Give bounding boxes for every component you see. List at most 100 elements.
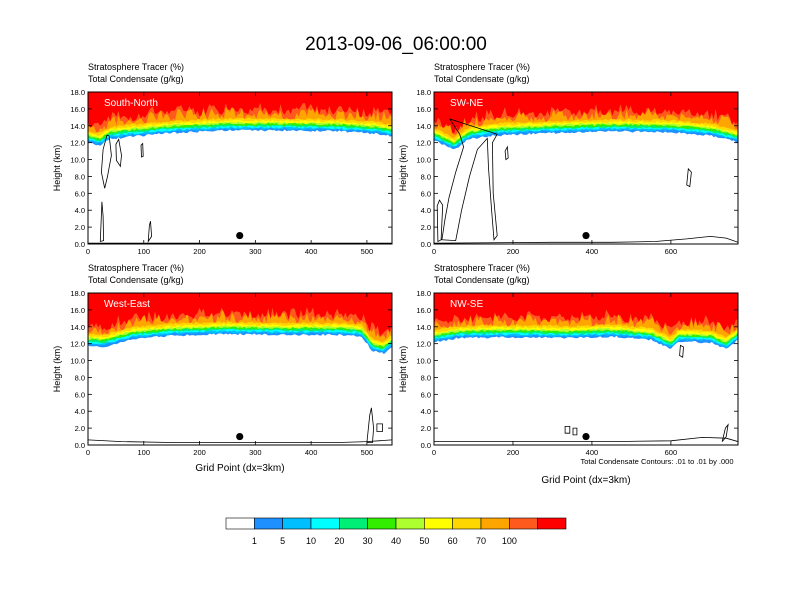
location-marker <box>236 231 244 240</box>
y-tick-label: 12.0 <box>416 340 431 349</box>
x-tick-label: 400 <box>305 448 318 457</box>
tracer-band-11 <box>434 293 738 331</box>
terrain-line <box>434 436 738 442</box>
x-tick-label: 200 <box>507 247 520 256</box>
y-tick-label: 0.0 <box>421 441 431 450</box>
x-tick-label: 0 <box>86 448 90 457</box>
y-tick-label: 6.0 <box>75 390 85 399</box>
colorbar-label: 1 <box>252 536 257 546</box>
panel-label: South-North <box>104 98 158 109</box>
y-tick-label: 4.0 <box>75 206 85 215</box>
contour-note: Total Condensate Contours: .01 to .01 by… <box>580 457 733 466</box>
location-marker <box>236 432 244 441</box>
y-tick-label: 6.0 <box>75 189 85 198</box>
y-tick-label: 8.0 <box>75 172 85 181</box>
tracer-field <box>434 92 738 244</box>
colorbar-label: 60 <box>448 536 458 546</box>
y-tick-label: 12.0 <box>70 139 85 148</box>
colorbar-swatch <box>480 517 510 530</box>
colorbar-label: 100 <box>502 536 517 546</box>
colorbar-swatch <box>254 517 283 530</box>
colorbar-label: 50 <box>419 536 429 546</box>
tracer-field <box>88 293 392 445</box>
plot-frame <box>433 292 739 446</box>
colorbar-swatch <box>367 517 397 530</box>
y-tick-label: 4.0 <box>75 407 85 416</box>
colorbar-label: 40 <box>391 536 401 546</box>
condensate-contour <box>376 423 383 432</box>
condensate-contour <box>564 426 571 434</box>
y-tick-label: 18.0 <box>416 88 431 97</box>
y-tick-label: 16.0 <box>70 105 85 114</box>
condensate-contour <box>115 138 122 168</box>
x-tick-label: 200 <box>193 247 206 256</box>
condensate-contour <box>436 199 444 243</box>
y-tick-label: 8.0 <box>421 172 431 181</box>
condensate-contour <box>504 145 509 161</box>
y-tick-label: 10.0 <box>416 156 431 165</box>
y-tick-label: 6.0 <box>421 189 431 198</box>
x-tick-label: 500 <box>361 448 374 457</box>
y-tick-label: 8.0 <box>75 373 85 382</box>
panels: Stratosphere Tracer (%) Total Condensate … <box>52 62 739 486</box>
x-tick-label: 100 <box>138 247 151 256</box>
plot-frame <box>87 91 393 245</box>
tracer-band-11 <box>88 293 392 337</box>
y-tick-label: 2.0 <box>421 223 431 232</box>
colorbar-label: 30 <box>363 536 373 546</box>
x-tick-label: 0 <box>432 448 436 457</box>
panel-title-condensate: Total Condensate (g/kg) <box>434 275 530 285</box>
y-tick-label: 16.0 <box>416 306 431 315</box>
x-tick-label: 300 <box>249 247 262 256</box>
y-tick-label: 0.0 <box>75 240 85 249</box>
y-tick-label: 16.0 <box>416 105 431 114</box>
condensate-contour <box>100 134 112 189</box>
colorbar-swatch <box>452 517 482 530</box>
panel-label: West-East <box>104 299 150 310</box>
panel-title-tracer: Stratosphere Tracer (%) <box>88 263 184 273</box>
condensate-contour <box>572 427 578 436</box>
x-tick-label: 0 <box>432 247 436 256</box>
y-axis-label: Height (km) <box>52 346 62 393</box>
colorbar-label: 5 <box>280 536 285 546</box>
y-tick-label: 6.0 <box>421 390 431 399</box>
colorbar-label: 10 <box>306 536 316 546</box>
x-tick-label: 600 <box>665 247 678 256</box>
colorbar-label: 20 <box>334 536 344 546</box>
y-tick-label: 12.0 <box>416 139 431 148</box>
tracer-field <box>88 92 392 244</box>
y-tick-label: 10.0 <box>70 357 85 366</box>
x-tick-label: 300 <box>249 448 262 457</box>
colorbar-swatch <box>537 517 567 530</box>
y-tick-label: 18.0 <box>416 289 431 298</box>
y-tick-label: 10.0 <box>70 156 85 165</box>
y-tick-label: 0.0 <box>421 240 431 249</box>
colorbar-swatch <box>424 517 453 530</box>
colorbar-swatch <box>339 517 368 530</box>
x-axis-label: Grid Point (dx=3km) <box>195 463 284 474</box>
y-tick-label: 18.0 <box>70 88 85 97</box>
y-tick-label: 14.0 <box>416 323 431 332</box>
y-axis-label: Height (km) <box>398 145 408 192</box>
y-tick-label: 4.0 <box>421 407 431 416</box>
y-tick-label: 0.0 <box>75 441 85 450</box>
x-tick-label: 400 <box>586 448 599 457</box>
x-tick-label: 0 <box>86 247 90 256</box>
condensate-contour <box>679 344 684 358</box>
panel-title-condensate: Total Condensate (g/kg) <box>434 74 530 84</box>
panel-south-north: Stratosphere Tracer (%) Total Condensate … <box>52 62 393 256</box>
y-tick-label: 2.0 <box>421 424 431 433</box>
panel-nw-se: Stratosphere Tracer (%) Total Condensate … <box>398 263 739 486</box>
condensate-contour <box>147 221 153 243</box>
tracer-band-11 <box>88 92 392 128</box>
plot-frame <box>87 292 393 446</box>
tracer-field <box>434 293 738 445</box>
y-tick-label: 16.0 <box>70 306 85 315</box>
y-tick-label: 14.0 <box>416 122 431 131</box>
x-tick-label: 200 <box>507 448 520 457</box>
x-tick-label: 400 <box>305 247 318 256</box>
y-tick-label: 4.0 <box>421 206 431 215</box>
y-tick-label: 2.0 <box>75 223 85 232</box>
colorbar-swatch <box>509 517 538 530</box>
